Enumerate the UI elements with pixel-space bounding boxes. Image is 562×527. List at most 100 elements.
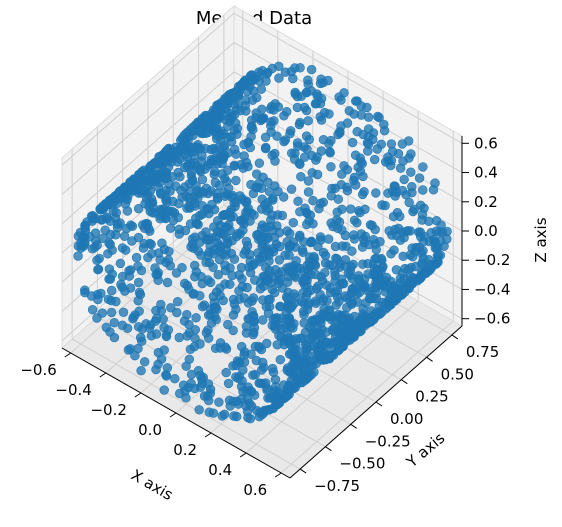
data-point [355, 207, 365, 218]
data-point [109, 332, 120, 343]
data-point [318, 294, 329, 304]
data-point [283, 319, 293, 330]
data-point [248, 188, 259, 199]
data-point [257, 240, 268, 250]
data-point [239, 249, 249, 259]
grid-line [61, 42, 235, 195]
y-tick-label: 0.25 [415, 388, 448, 406]
data-point [204, 235, 214, 245]
z-tick-label: −0.4 [474, 280, 510, 298]
data-point [252, 92, 262, 103]
data-point [404, 197, 414, 208]
data-point [221, 344, 232, 354]
data-point [299, 318, 309, 328]
x-tick-mark [64, 352, 72, 358]
data-point [332, 254, 342, 264]
data-point [229, 161, 240, 171]
data-point [263, 233, 273, 244]
data-point [296, 172, 306, 182]
data-point [182, 331, 192, 341]
data-point [186, 369, 197, 380]
data-point [245, 414, 256, 424]
data-point [197, 278, 208, 289]
data-point [414, 227, 424, 237]
data-point [241, 106, 251, 116]
data-point [229, 254, 240, 264]
y-tick-label: 0.75 [466, 343, 499, 361]
data-point [232, 411, 242, 422]
data-point [346, 288, 356, 298]
data-point [273, 186, 283, 197]
data-point [358, 309, 368, 319]
data-point [223, 319, 233, 330]
data-point [303, 116, 313, 126]
data-point [256, 183, 267, 194]
data-point [303, 187, 314, 197]
data-point [357, 189, 368, 200]
data-point [204, 395, 214, 406]
data-point [213, 270, 224, 280]
data-point [276, 324, 286, 334]
data-point [371, 245, 381, 255]
data-point [243, 298, 254, 308]
data-point [293, 196, 303, 207]
data-point [372, 144, 382, 154]
data-point [195, 291, 205, 301]
data-point [180, 162, 190, 173]
data-point [225, 279, 235, 289]
z-tick-label: 0.6 [474, 134, 498, 152]
data-point [258, 315, 268, 325]
data-point [218, 295, 228, 306]
data-point [174, 332, 185, 343]
x-tick-mark [99, 372, 107, 378]
z-axis-label: Z axis [532, 217, 550, 262]
data-point [414, 173, 425, 183]
data-point [249, 210, 259, 220]
data-point [221, 367, 231, 378]
data-point [213, 158, 223, 169]
data-point [159, 210, 169, 220]
data-point [274, 255, 285, 265]
data-point [380, 200, 390, 211]
y-tick-mark [426, 356, 433, 362]
data-point [225, 401, 235, 411]
data-point [285, 229, 295, 239]
data-point [203, 160, 213, 171]
data-point [379, 125, 390, 136]
data-point [239, 219, 249, 229]
data-point [325, 148, 335, 158]
data-point [387, 230, 397, 240]
x-tick-mark [239, 452, 247, 458]
data-point [255, 284, 266, 294]
data-point [395, 235, 406, 245]
data-point [226, 192, 237, 202]
data-point [352, 218, 362, 228]
z-tick-label: 0.4 [474, 164, 498, 182]
data-point [368, 270, 378, 280]
data-point [170, 374, 180, 384]
data-point [297, 297, 307, 307]
z-tick-label: −0.2 [474, 251, 510, 269]
data-point [286, 349, 296, 359]
data-point [323, 75, 333, 86]
data-point [333, 194, 343, 204]
data-point [286, 375, 297, 386]
x-tick-label: −0.2 [90, 401, 126, 419]
data-point [173, 212, 184, 223]
data-point [192, 218, 202, 229]
grid-line [233, 12, 463, 144]
data-point [336, 95, 346, 105]
data-point [145, 165, 156, 176]
data-point [391, 265, 402, 275]
data-point [204, 333, 214, 343]
data-point [347, 274, 358, 284]
data-point [260, 132, 271, 143]
data-point [303, 176, 314, 186]
data-point [245, 142, 256, 153]
data-point [118, 307, 129, 317]
data-point [225, 212, 236, 223]
data-point [275, 355, 285, 365]
data-point [231, 360, 241, 371]
tick-labels: −0.6 −0.4 −0.2 0.0 0.2 0.4 0.6 −0.75 −0.50 −0.25 0… [20, 134, 510, 499]
data-point [73, 251, 83, 261]
